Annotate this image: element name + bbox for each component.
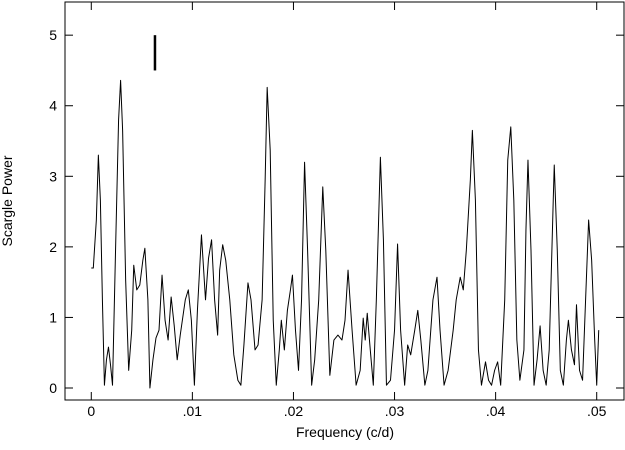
x-axis-label: Frequency (c/d): [296, 424, 394, 440]
x-tick-label: .03: [385, 403, 405, 419]
x-tick-label: .05: [587, 403, 607, 419]
x-tick-label: .02: [284, 403, 304, 419]
y-tick-label: 0: [49, 380, 57, 396]
y-tick-label: 4: [49, 98, 57, 114]
x-tick-label: .04: [486, 403, 506, 419]
y-tick-label: 2: [49, 239, 57, 255]
x-tick-label: 0: [87, 403, 95, 419]
power-line: [91, 79, 600, 389]
y-tick-label: 5: [49, 27, 57, 43]
y-tick-label: 3: [49, 168, 57, 184]
x-tick-label: .01: [183, 403, 203, 419]
y-axis-label: Scargle Power: [0, 155, 15, 246]
y-tick-label: 1: [49, 309, 57, 325]
plot-frame: [64, 1, 625, 401]
